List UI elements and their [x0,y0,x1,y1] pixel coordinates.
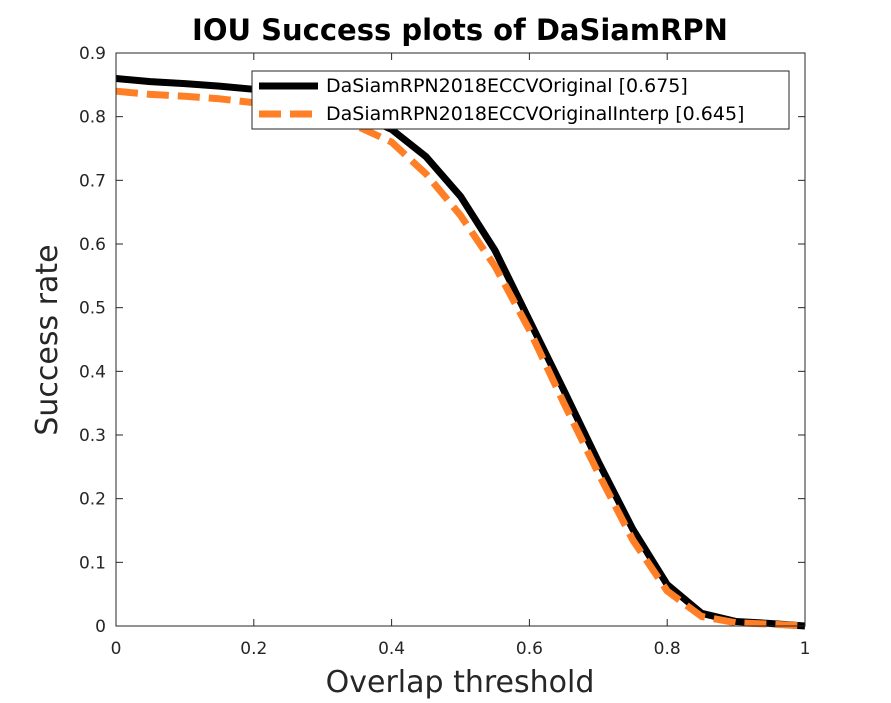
x-tick-label: 0.4 [378,639,405,659]
y-tick-label: 0.8 [79,108,106,128]
y-tick-label: 0.1 [79,553,106,573]
y-tick-label: 0.7 [79,171,106,191]
plot-area-frame [115,52,806,627]
y-tick-label: 0.9 [79,44,106,64]
y-tick-label: 0.4 [79,362,106,382]
legend-label-interp: DaSiamRPN2018ECCVOriginalInterp [0.645] [326,103,744,125]
legend-box [251,70,790,130]
y-axis-label: Success rate [30,244,65,435]
legend: DaSiamRPN2018ECCVOriginal [0.675] DaSiam… [251,70,790,130]
x-tick-label: 1 [800,639,811,659]
x-tick-label: 0 [111,639,122,659]
x-tick-label: 0.8 [654,639,681,659]
y-tick-label: 0.6 [79,235,106,255]
series-line-interp [115,87,806,630]
legend-label-original: DaSiamRPN2018ECCVOriginal [0.675] [326,75,688,97]
x-tick-label: 0.2 [240,639,267,659]
y-tick-label: 0.5 [79,299,106,319]
y-tick-label: 0.2 [79,490,106,510]
series-lines [115,75,806,630]
y-tick-label: 0.3 [79,426,106,446]
x-tick-label: 0.6 [516,639,543,659]
x-axis-label: Overlap threshold [326,665,595,700]
chart-title: IOU Success plots of DaSiamRPN [192,13,728,47]
y-tick-label: 0 [95,617,106,637]
